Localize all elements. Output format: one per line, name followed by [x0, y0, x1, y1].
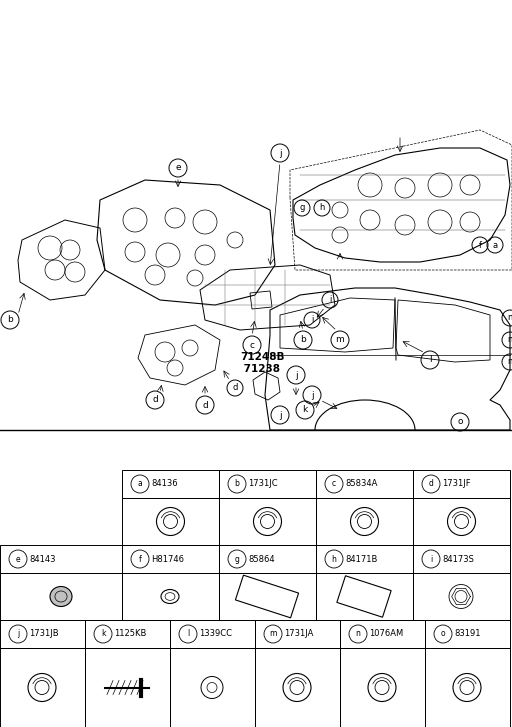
Text: 71248B
 71238: 71248B 71238	[240, 352, 285, 374]
Text: 1339CC: 1339CC	[199, 630, 232, 638]
Text: j: j	[279, 411, 281, 419]
Text: d: d	[152, 395, 158, 404]
Text: H81746: H81746	[151, 555, 184, 563]
Bar	[413, 573, 510, 620]
Text: f: f	[139, 555, 141, 563]
Text: j: j	[17, 630, 19, 638]
Bar	[413, 545, 510, 573]
Text: 1731JB: 1731JB	[29, 630, 59, 638]
Text: j: j	[279, 148, 281, 158]
Text: m: m	[336, 335, 345, 345]
Bar	[170, 648, 255, 727]
Text: k: k	[101, 630, 105, 638]
Text: f: f	[479, 241, 481, 249]
Text: b: b	[234, 480, 240, 489]
Ellipse shape	[50, 587, 72, 606]
Bar	[413, 470, 510, 498]
Bar	[0, 648, 85, 727]
Bar	[316, 545, 413, 573]
Text: 1731JF: 1731JF	[442, 480, 471, 489]
Text: d: d	[202, 401, 208, 409]
Bar	[316, 470, 413, 498]
Ellipse shape	[161, 590, 179, 603]
Bar	[122, 470, 219, 498]
Text: n: n	[355, 630, 360, 638]
Bar	[0, 573, 122, 620]
Bar	[255, 648, 340, 727]
Bar	[425, 648, 510, 727]
Text: g: g	[300, 204, 305, 212]
Bar	[219, 573, 316, 620]
Text: j: j	[295, 371, 297, 379]
Text: a: a	[493, 241, 498, 249]
Text: h: h	[319, 204, 325, 212]
Bar	[85, 648, 170, 727]
Text: 1076AM: 1076AM	[369, 630, 403, 638]
Text: 84173S: 84173S	[442, 555, 474, 563]
Text: n: n	[507, 358, 512, 366]
Text: n: n	[507, 335, 512, 345]
Text: 85834A: 85834A	[345, 480, 377, 489]
Text: 84171B: 84171B	[345, 555, 377, 563]
Bar	[219, 545, 316, 573]
Text: e: e	[175, 164, 181, 172]
Bar	[170, 620, 255, 648]
Text: b: b	[7, 316, 13, 324]
Bar	[122, 545, 219, 573]
Bar	[425, 620, 510, 648]
Text: 83191: 83191	[454, 630, 480, 638]
Text: e: e	[16, 555, 20, 563]
Text: l: l	[187, 630, 189, 638]
Text: o: o	[457, 417, 463, 427]
Bar	[340, 648, 425, 727]
Text: 85864: 85864	[248, 555, 274, 563]
Text: 1125KB: 1125KB	[114, 630, 146, 638]
Bar	[122, 498, 219, 545]
Text: m: m	[269, 630, 276, 638]
Bar	[413, 498, 510, 545]
Bar	[316, 573, 413, 620]
Bar	[337, 576, 391, 617]
Text: i: i	[311, 316, 313, 324]
Bar	[219, 498, 316, 545]
Bar	[85, 620, 170, 648]
Text: i: i	[329, 295, 331, 305]
Text: 84143: 84143	[29, 555, 55, 563]
Bar	[340, 620, 425, 648]
Bar	[236, 575, 298, 618]
Text: c: c	[249, 340, 254, 350]
Bar	[219, 470, 316, 498]
Text: k: k	[303, 406, 308, 414]
Text: n: n	[507, 313, 512, 323]
Bar	[0, 620, 85, 648]
Text: h: h	[332, 555, 336, 563]
Text: i: i	[430, 555, 432, 563]
Bar	[316, 498, 413, 545]
Text: b: b	[300, 335, 306, 345]
Bar	[0, 545, 122, 573]
Text: 84136: 84136	[151, 480, 178, 489]
Text: c: c	[332, 480, 336, 489]
Text: g: g	[234, 555, 240, 563]
Text: j: j	[311, 390, 313, 400]
Text: 1731JA: 1731JA	[284, 630, 313, 638]
Text: o: o	[441, 630, 445, 638]
Text: a: a	[138, 480, 142, 489]
Text: l: l	[429, 356, 431, 364]
Text: 1731JC: 1731JC	[248, 480, 278, 489]
Text: d: d	[232, 384, 238, 393]
Text: d: d	[429, 480, 434, 489]
Bar	[122, 573, 219, 620]
Bar	[255, 620, 340, 648]
